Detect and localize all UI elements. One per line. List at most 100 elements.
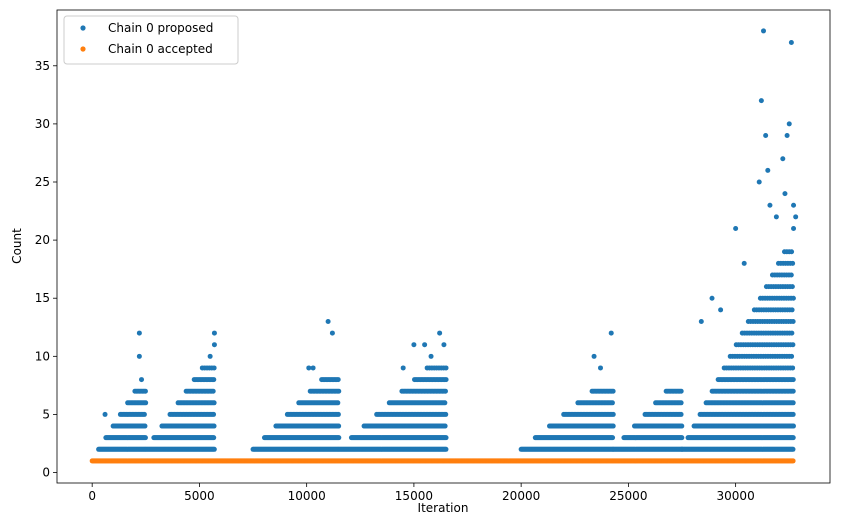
proposed-point	[211, 342, 217, 348]
y-axis-label: Count	[10, 228, 24, 264]
proposed-point	[698, 318, 704, 324]
proposed-point	[790, 411, 796, 417]
proposed-point	[442, 388, 448, 394]
proposed-point	[790, 377, 796, 383]
legend-label-proposed: Chain 0 proposed	[108, 21, 213, 35]
proposed-point	[142, 435, 148, 441]
proposed-point	[789, 307, 795, 313]
proposed-point	[610, 388, 616, 394]
axes-spines	[56, 9, 831, 484]
proposed-point	[773, 214, 779, 220]
proposed-point	[790, 260, 796, 266]
proposed-point	[788, 40, 794, 46]
proposed-point	[442, 423, 448, 429]
proposed-point	[210, 388, 216, 394]
proposed-point	[679, 435, 685, 441]
data-marks	[89, 28, 799, 464]
x-tick-label: 15000	[395, 489, 433, 503]
proposed-point	[756, 179, 762, 185]
proposed-point	[709, 295, 715, 301]
proposed-point	[765, 167, 771, 173]
proposed-point	[763, 133, 769, 139]
proposed-point	[790, 423, 796, 429]
proposed-point	[143, 400, 149, 406]
y-tick-label: 20	[35, 233, 50, 247]
proposed-point	[335, 377, 341, 383]
proposed-point	[443, 435, 449, 441]
proposed-point	[789, 353, 795, 359]
y-tick-label: 0	[42, 466, 50, 480]
proposed-point	[678, 400, 684, 406]
proposed-point	[741, 260, 747, 266]
proposed-point	[610, 411, 616, 417]
proposed-point	[679, 423, 685, 429]
proposed-point	[211, 423, 217, 429]
legend-marker-proposed	[80, 25, 86, 31]
x-axis-label: Iteration	[418, 501, 469, 515]
proposed-point	[789, 284, 795, 290]
proposed-point	[102, 411, 108, 417]
proposed-point	[329, 330, 335, 336]
proposed-point	[790, 388, 796, 394]
proposed-point	[142, 423, 148, 429]
proposed-point	[211, 411, 217, 417]
x-tick-label: 5000	[184, 489, 215, 503]
proposed-point	[443, 365, 449, 371]
proposed-point	[678, 411, 684, 417]
y-axis: 0 5 10 15 20 25 30 35	[35, 59, 57, 480]
proposed-point	[790, 318, 796, 324]
proposed-point	[786, 121, 792, 127]
proposed-point	[678, 388, 684, 394]
proposed-point	[767, 202, 773, 208]
x-axis: 0 5000 10000 15000 20000 25000 30000	[88, 483, 755, 503]
proposed-point	[733, 225, 739, 231]
legend: Chain 0 proposed Chain 0 accepted	[63, 15, 239, 65]
proposed-point	[789, 249, 795, 255]
proposed-point	[443, 377, 449, 383]
proposed-point	[141, 411, 147, 417]
proposed-point	[400, 365, 406, 371]
proposed-point	[780, 156, 786, 162]
proposed-point	[139, 377, 145, 383]
proposed-point	[610, 435, 616, 441]
proposed-point	[411, 342, 417, 348]
proposed-point	[211, 446, 217, 452]
proposed-point	[608, 330, 614, 336]
x-tick-label: 0	[88, 489, 96, 503]
x-tick-label: 25000	[609, 489, 647, 503]
proposed-point	[336, 388, 342, 394]
proposed-point	[788, 272, 794, 278]
proposed-point	[791, 225, 797, 231]
proposed-point	[790, 295, 796, 301]
proposed-point	[609, 400, 615, 406]
proposed-point	[211, 330, 217, 336]
proposed-point	[790, 446, 796, 452]
proposed-point	[306, 365, 312, 371]
proposed-point	[790, 365, 796, 371]
proposed-point	[335, 400, 341, 406]
y-tick-label: 25	[35, 175, 50, 189]
proposed-point	[136, 330, 142, 336]
legend-marker-accepted	[80, 46, 86, 52]
proposed-point	[336, 435, 342, 441]
proposed-point	[437, 330, 443, 336]
proposed-point	[211, 377, 217, 383]
proposed-point	[335, 411, 341, 417]
proposed-point	[790, 342, 796, 348]
proposed-point	[136, 353, 142, 359]
proposed-point	[443, 446, 449, 452]
proposed-point	[207, 353, 213, 359]
proposed-point	[718, 307, 724, 313]
proposed-point	[428, 353, 434, 359]
proposed-point	[791, 202, 797, 208]
proposed-point	[790, 400, 796, 406]
proposed-point	[789, 330, 795, 336]
proposed-point	[610, 423, 616, 429]
proposed-point	[336, 423, 342, 429]
proposed-point	[142, 388, 148, 394]
proposed-point	[761, 28, 767, 34]
y-tick-label: 5	[42, 407, 50, 421]
proposed-point	[310, 365, 316, 371]
accepted-point	[790, 458, 796, 464]
proposed-point	[443, 411, 449, 417]
